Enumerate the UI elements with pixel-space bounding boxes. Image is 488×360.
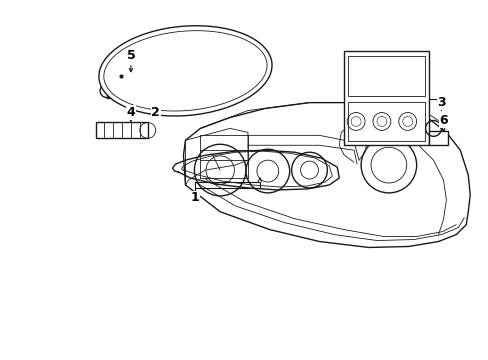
FancyBboxPatch shape [107,84,119,98]
Text: 2: 2 [151,106,160,119]
Ellipse shape [99,26,271,116]
FancyBboxPatch shape [347,102,424,141]
Text: 1: 1 [191,192,200,204]
Text: 3: 3 [436,96,445,109]
FancyBboxPatch shape [427,131,447,145]
FancyBboxPatch shape [96,122,147,138]
FancyBboxPatch shape [117,81,141,100]
Text: 5: 5 [126,49,135,63]
Text: 6: 6 [438,114,447,127]
FancyBboxPatch shape [347,56,424,96]
Text: 4: 4 [126,106,135,119]
FancyBboxPatch shape [344,51,427,145]
